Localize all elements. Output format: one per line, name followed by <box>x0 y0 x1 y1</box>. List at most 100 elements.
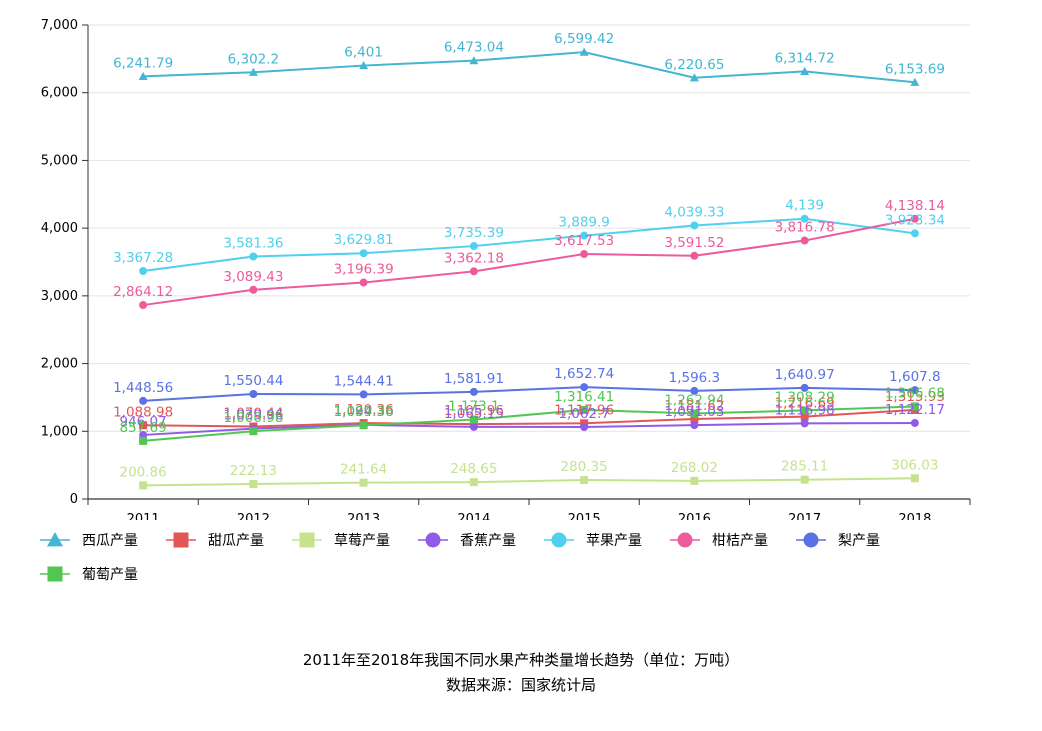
x-tick-label: 2012 <box>237 512 270 520</box>
data-point <box>139 301 148 310</box>
data-label: 6,401 <box>344 45 383 61</box>
data-label: 1,366.68 <box>885 385 945 401</box>
data-label: 1,448.56 <box>113 380 173 396</box>
data-point <box>469 478 478 487</box>
data-point <box>359 278 368 287</box>
data-point <box>359 478 368 487</box>
data-label: 6,314.72 <box>775 50 835 66</box>
data-label: 1,089.36 <box>334 404 394 420</box>
data-point <box>580 383 589 392</box>
data-label: 6,599.42 <box>554 31 614 47</box>
data-label: 4,139 <box>785 198 824 214</box>
legend-item[interactable]: 西瓜产量 <box>38 526 138 554</box>
data-label: 1,062.7 <box>558 406 610 422</box>
series-line <box>143 422 915 436</box>
y-axis-ticks: 0 1,000 2,000 3,000 4,000 5,000 6,000 7,000 <box>41 18 88 507</box>
legend-item[interactable]: 柑桔产量 <box>668 526 768 554</box>
legend-circle-icon <box>670 532 700 548</box>
data-point <box>690 409 699 418</box>
legend-marker <box>425 532 441 548</box>
data-label: 248.65 <box>450 461 497 477</box>
legend-triangle-icon <box>40 532 70 547</box>
y-tick-label: 7,000 <box>41 18 78 33</box>
data-label: 1,316.41 <box>554 389 614 405</box>
x-tick-label: 2011 <box>127 512 160 520</box>
data-label: 3,089.43 <box>223 269 283 285</box>
data-label: 1,315.93 <box>885 389 945 405</box>
data-label: 1,308.29 <box>775 389 835 405</box>
legend-marker <box>47 532 63 547</box>
series-line <box>143 405 915 442</box>
data-label: 306.03 <box>891 457 938 473</box>
data-label: 1,091.03 <box>664 404 724 420</box>
data-label: 3,923.34 <box>885 212 945 228</box>
data-label: 3,889.9 <box>558 215 610 231</box>
series-line <box>143 51 915 84</box>
legend-label: 葡萄产量 <box>82 567 138 583</box>
data-label: 3,581.36 <box>223 235 283 251</box>
data-point <box>249 390 258 399</box>
data-point <box>910 474 919 483</box>
data-label: 222.13 <box>230 463 277 479</box>
legend-label: 苹果产量 <box>586 533 642 549</box>
data-point <box>139 266 148 275</box>
data-label: 1,550.44 <box>223 373 283 389</box>
legend: 西瓜产量 甜瓜产量 草莓产量 香蕉产量 苹果产量 柑桔产量 梨产量葡萄产量 <box>38 526 998 594</box>
data-point <box>910 402 919 411</box>
legend-label: 香蕉产量 <box>460 533 516 549</box>
data-point <box>580 476 589 485</box>
data-label: 946.07 <box>120 414 167 430</box>
data-label: 1,640.97 <box>775 367 835 383</box>
data-point <box>469 56 479 65</box>
line-chart: 0 1,000 2,000 3,000 4,000 5,000 6,000 7,000 201… <box>41 18 971 520</box>
x-tick-label: 2017 <box>788 512 821 520</box>
data-point <box>910 386 919 395</box>
data-point <box>469 415 478 424</box>
legend-item[interactable]: 香蕉产量 <box>416 526 516 554</box>
data-label: 1,216.69 <box>775 396 835 412</box>
data-label: 3,816.78 <box>775 220 835 236</box>
legend-marker <box>677 532 693 548</box>
series-2 <box>139 474 919 490</box>
data-point <box>249 479 258 488</box>
data-point <box>580 405 589 414</box>
data-point <box>800 236 809 245</box>
legend-label: 草莓产量 <box>334 533 390 549</box>
y-tick-label: 5,000 <box>41 153 78 168</box>
y-tick-label: 3,000 <box>41 289 78 304</box>
chart-subtitle: 数据来源：国家统计局 <box>445 676 596 694</box>
data-point <box>249 252 258 261</box>
data-point <box>580 250 589 259</box>
y-tick-label: 6,000 <box>41 86 78 101</box>
data-label: 1,122.17 <box>885 402 945 418</box>
y-tick-label: 4,000 <box>41 221 78 236</box>
series-0 <box>138 47 920 86</box>
series-line <box>142 217 916 307</box>
data-point <box>359 421 368 430</box>
data-label: 1,120.36 <box>334 402 394 418</box>
data-label: 200.86 <box>120 464 167 480</box>
data-label: 1,117.96 <box>554 402 614 418</box>
legend-item[interactable]: 梨产量 <box>794 526 880 554</box>
data-label: 1,173.1 <box>448 399 500 415</box>
data-label: 4,039.33 <box>664 204 724 220</box>
x-tick-label: 2016 <box>678 512 711 520</box>
data-point <box>690 251 699 260</box>
legend-item[interactable]: 苹果产量 <box>542 526 642 554</box>
data-point <box>249 427 258 436</box>
data-point <box>139 436 148 445</box>
data-label: 1,544.41 <box>334 373 394 389</box>
data-point <box>139 396 148 405</box>
data-label: 1,000.98 <box>223 410 283 426</box>
data-label: 1,039.96 <box>223 408 283 424</box>
legend-item[interactable]: 葡萄产量 <box>38 560 138 588</box>
data-label: 1,116.98 <box>775 402 835 418</box>
legend-label: 梨产量 <box>838 533 880 549</box>
legend-square-icon <box>166 532 196 548</box>
y-tick-label: 0 <box>70 492 78 507</box>
legend-item[interactable]: 甜瓜产量 <box>164 526 264 554</box>
data-label: 3,629.81 <box>334 232 394 248</box>
legend-item[interactable]: 草莓产量 <box>290 526 390 554</box>
legend-square-icon <box>292 532 322 548</box>
legend-label: 甜瓜产量 <box>208 533 264 549</box>
